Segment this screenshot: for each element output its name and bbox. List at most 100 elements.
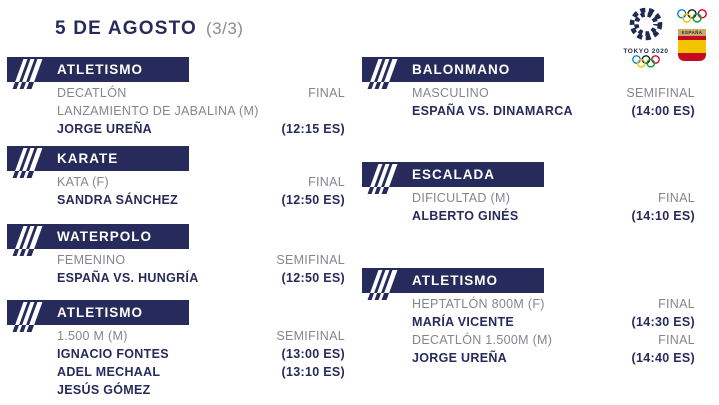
event-stage: FINAL — [658, 333, 695, 347]
event-row: MASCULINO SEMIFINAL — [362, 87, 695, 100]
event-row: JORGE UREÑA (14:40 ES) — [362, 352, 695, 365]
athlete-or-match: ESPAÑA VS. HUNGRÍA — [57, 271, 199, 285]
sport-name: ATLETISMO — [57, 305, 143, 320]
event-name: FEMENINO — [57, 253, 126, 267]
triple-slash-icon — [12, 226, 43, 256]
tokyo2020-emblem-icon — [629, 7, 663, 41]
sport-name: WATERPOLO — [57, 229, 152, 244]
athlete-or-match: ADEL MECHAAL — [57, 365, 161, 379]
flag-red-stripe — [678, 36, 706, 40]
event-stage: SEMIFINAL — [276, 329, 345, 343]
event-time: (12:50 ES) — [281, 193, 345, 207]
event-stage: SEMIFINAL — [626, 86, 695, 100]
sport-header-bar: ESCALADA — [362, 162, 544, 194]
schedule-section: WATERPOLO FEMENINO SEMIFINAL ESPAÑA VS. HUN… — [7, 224, 345, 285]
schedule-section: ATLETISMO 1.500 M (M) SEMIFINAL IGNACIO FON… — [7, 300, 345, 397]
schedule-section: ATLETISMO HEPTATLÓN 800M (F) FINAL MARÍA VI… — [362, 268, 695, 365]
event-name: HEPTATLÓN 800M (F) — [412, 297, 545, 311]
spain-label: ESPAÑA — [678, 29, 706, 36]
athlete-or-match: ESPAÑA VS. DINAMARCA — [412, 104, 573, 118]
sport-name: ESCALADA — [412, 167, 496, 182]
event-name: DIFICULTAD (M) — [412, 191, 511, 205]
olympic-rings-icon — [632, 55, 660, 68]
event-row: KATA (F) FINAL — [7, 176, 345, 189]
triple-slash-icon — [367, 59, 398, 89]
event-time: (13:00 ES) — [281, 347, 345, 361]
event-name: DECATLÓN 1.500M (M) — [412, 333, 553, 347]
event-row: JESÚS GÓMEZ — [7, 384, 345, 397]
event-time: (13:10 ES) — [281, 365, 345, 379]
sport-header-bar: WATERPOLO — [7, 224, 189, 256]
athlete-or-match: IGNACIO FONTES — [57, 347, 169, 361]
flag-red-stripe — [678, 53, 706, 61]
athlete-or-match: SANDRA SÁNCHEZ — [57, 193, 179, 207]
event-row: ALBERTO GINÉS (14:10 ES) — [362, 210, 695, 223]
triple-slash-icon — [12, 148, 43, 178]
event-time: (12:15 ES) — [281, 122, 345, 136]
athlete-or-match: MARÍA VICENTE — [412, 315, 515, 329]
event-stage: SEMIFINAL — [276, 253, 345, 267]
athlete-or-match: JORGE UREÑA — [412, 351, 507, 365]
sport-header-bar: KARATE — [7, 146, 189, 178]
event-row: SANDRA SÁNCHEZ (12:50 ES) — [7, 194, 345, 207]
sport-name: ATLETISMO — [57, 62, 143, 77]
athlete-or-match: JORGE UREÑA — [57, 122, 152, 136]
sport-header-bar: ATLETISMO — [7, 57, 189, 89]
sport-name: BALONMANO — [412, 62, 511, 77]
event-stage: FINAL — [658, 297, 695, 311]
sport-name: ATLETISMO — [412, 273, 498, 288]
sport-name: KARATE — [57, 151, 119, 166]
column-left: ATLETISMO DECATLÓN FINAL LANZAMIENTO DE JAB… — [7, 0, 345, 405]
event-stage: FINAL — [658, 191, 695, 205]
event-row: DIFICULTAD (M) FINAL — [362, 192, 695, 205]
event-time: (12:50 ES) — [281, 271, 345, 285]
event-time: (14:10 ES) — [631, 209, 695, 223]
event-stage: FINAL — [308, 175, 345, 189]
event-row: 1.500 M (M) SEMIFINAL — [7, 330, 345, 343]
event-time: (14:00 ES) — [631, 104, 695, 118]
athlete-or-match: JESÚS GÓMEZ — [57, 383, 151, 397]
event-name: LANZAMIENTO DE JABALINA (M) — [57, 104, 259, 118]
event-row: JORGE UREÑA (12:15 ES) — [7, 123, 345, 136]
sport-header-bar: ATLETISMO — [7, 300, 189, 332]
event-name: KATA (F) — [57, 175, 109, 189]
sport-header-bar: BALONMANO — [362, 57, 544, 89]
date-title: 5 DE AGOSTO — [55, 18, 198, 39]
event-row: DECATLÓN FINAL — [7, 87, 345, 100]
triple-slash-icon — [367, 164, 398, 194]
event-name: 1.500 M (M) — [57, 329, 128, 343]
spain-flag-shield: ESPAÑA — [678, 29, 706, 61]
event-row: HEPTATLÓN 800M (F) FINAL — [362, 298, 695, 311]
schedule-section: ATLETISMO DECATLÓN FINAL LANZAMIENTO DE JAB… — [7, 57, 345, 136]
schedule-section: KARATE KATA (F) FINAL SANDRA SÁNCHEZ (12:50 … — [7, 146, 345, 207]
triple-slash-icon — [367, 270, 398, 300]
triple-slash-icon — [12, 302, 43, 332]
flag-yellow-stripe — [678, 40, 706, 53]
athlete-or-match: ALBERTO GINÉS — [412, 209, 519, 223]
triple-slash-icon — [12, 59, 43, 89]
event-row: DECATLÓN 1.500M (M) FINAL — [362, 334, 695, 347]
sport-header-bar: ATLETISMO — [362, 268, 544, 300]
event-row: ESPAÑA VS. DINAMARCA (14:00 ES) — [362, 105, 695, 118]
page-title: 5 DE AGOSTO (3/3) — [55, 18, 243, 40]
schedule-section: ESCALADA DIFICULTAD (M) FINAL ALBERTO GINÉS… — [362, 162, 695, 223]
event-name: MASCULINO — [412, 86, 490, 100]
spain-noc-logo: ESPAÑA — [672, 9, 712, 61]
event-time: (14:40 ES) — [631, 351, 695, 365]
event-name: DECATLÓN — [57, 86, 127, 100]
event-row: ESPAÑA VS. HUNGRÍA (12:50 ES) — [7, 272, 345, 285]
event-row: MARÍA VICENTE (14:30 ES) — [362, 316, 695, 329]
event-row: FEMENINO SEMIFINAL — [7, 254, 345, 267]
event-row: IGNACIO FONTES (13:00 ES) — [7, 348, 345, 361]
olympic-rings-icon — [677, 9, 707, 23]
schedule-section: BALONMANO MASCULINO SEMIFINAL ESPAÑA VS. DI… — [362, 57, 695, 118]
event-row: LANZAMIENTO DE JABALINA (M) — [7, 105, 345, 118]
page-counter: (3/3) — [206, 19, 244, 38]
event-time: (14:30 ES) — [631, 315, 695, 329]
event-row: ADEL MECHAAL (13:10 ES) — [7, 366, 345, 379]
event-stage: FINAL — [308, 86, 345, 100]
tokyo2020-wordmark: TOKYO 2020 — [623, 48, 669, 55]
tokyo2020-logo: TOKYO 2020 — [620, 5, 672, 73]
column-right: BALONMANO MASCULINO SEMIFINAL ESPAÑA VS. DI… — [362, 0, 695, 405]
